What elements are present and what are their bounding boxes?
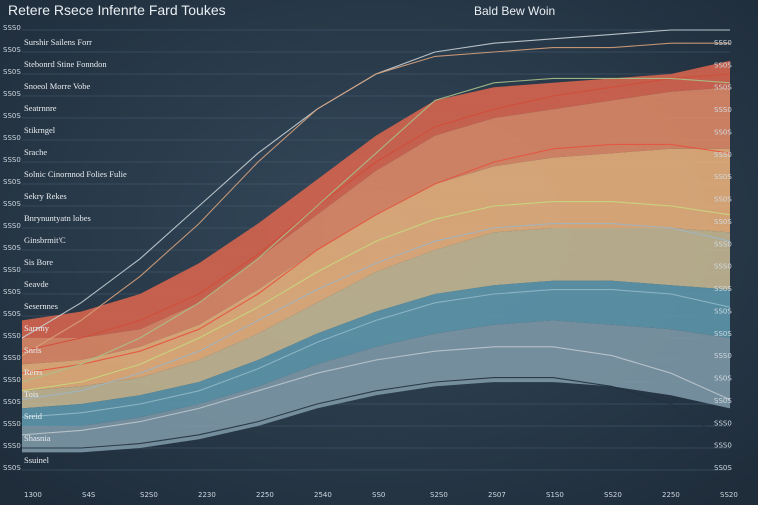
area-band-5	[22, 320, 730, 453]
y-tick-label-left: SS0S	[3, 244, 21, 252]
series-label: Ginsbrmit'C	[24, 235, 66, 245]
y-tick-label-left: SSS0	[3, 24, 21, 32]
y-tick-label-right: SSS0	[714, 419, 732, 427]
area-band-3	[22, 228, 730, 409]
y-tick-label-right: SS0S	[714, 285, 732, 293]
x-tick-label: 2230	[198, 491, 216, 499]
y-tick-label-right: SSS0	[714, 106, 732, 114]
y-tick-label-right: SSS0	[714, 151, 732, 159]
y-tick-label-left: SSS0	[3, 222, 21, 230]
series-line-4	[21, 77, 731, 383]
area-band-4	[22, 280, 730, 426]
area-band-1	[22, 87, 730, 365]
series-lines	[21, 29, 731, 449]
series-label: Bnrynuntyatn lobes	[24, 213, 91, 223]
y-tick-label-right: SS0S	[714, 173, 732, 181]
x-tick-label: S2S0	[140, 491, 158, 499]
y-tick-label-left: SS0S	[3, 200, 21, 208]
y-tick-label-left: SSS0	[3, 134, 21, 142]
x-tick-label: 2540	[314, 491, 332, 499]
y-tick-label-left: SS0S	[3, 68, 21, 76]
y-tick-label-right: SS0S	[714, 218, 732, 226]
series-line-6	[21, 201, 731, 392]
y-tick-label-right: SS0S	[714, 330, 732, 338]
series-label: Sis Bore	[24, 257, 53, 267]
y-tick-label-left: SSS0	[3, 420, 21, 428]
series-label: Surshir Sailens Forr	[24, 37, 92, 47]
y-tick-label-left: SSS0	[3, 354, 21, 362]
y-tick-label-left: SSS0	[3, 442, 21, 450]
series-label: Sarrmy	[24, 323, 50, 333]
x-tick-label: SS0	[372, 491, 385, 499]
area-band-0	[22, 60, 730, 339]
series-line-5	[21, 223, 731, 401]
series-label: Sesernnes	[24, 301, 58, 311]
x-tick-label: 1300	[24, 491, 42, 499]
area-band-2	[22, 148, 730, 391]
y-tick-label-right: SS0S	[714, 84, 732, 92]
y-tick-label-right: SSS0	[714, 240, 732, 248]
y-tick-label-right: SS0S	[714, 375, 732, 383]
x-tick-label: 2S07	[488, 491, 506, 499]
chart-subtitle: Bald Bew Woin	[474, 4, 555, 18]
series-label: Rerrs	[24, 367, 42, 377]
y-tick-label-left: SS0S	[3, 112, 21, 120]
y-tick-label-left: SS0S	[3, 46, 21, 54]
y-tick-label-right: SSS0	[714, 39, 732, 47]
y-tick-label-left: SSS0	[3, 376, 21, 384]
y-tick-label-right: SSS0	[714, 442, 732, 450]
y-tick-label-right: SSS0	[714, 263, 732, 271]
y-tick-label-left: SS0S	[3, 398, 21, 406]
series-label: Sekry Rekes	[24, 191, 67, 201]
y-tick-label-left: SS0S	[3, 288, 21, 296]
y-tick-label-right: SS0S	[714, 128, 732, 136]
chart-title: Retere Rsece Infenrte Fard Toukes	[8, 2, 226, 18]
y-tick-label-left: SSS0	[3, 156, 21, 164]
x-tick-label: S4S	[82, 491, 96, 499]
series-label: Srache	[24, 147, 47, 157]
series-label: Tois	[24, 389, 39, 399]
series-labels: Surshir Sailens Forr Stebonrd Stine Fonnd…	[24, 37, 127, 465]
y-tick-label-right: SS0S	[714, 61, 732, 69]
x-tick-label: S2S0	[430, 491, 448, 499]
x-tick-label: S1S0	[546, 491, 564, 499]
series-label: Snoeol Morre Vobe	[24, 81, 90, 91]
series-label: Stebonrd Stine Fonndon	[24, 59, 107, 69]
series-line-9	[22, 377, 731, 449]
y-tick-label-left: SS0S	[3, 90, 21, 98]
y-tick-label-left: SS0S	[3, 310, 21, 318]
series-line-2	[21, 143, 731, 374]
series-label: Seatrnnre	[24, 103, 57, 113]
y-tick-label-right: SS0S	[714, 307, 732, 315]
y-tick-label-left: SS0S	[3, 464, 21, 472]
series-label: Snrls	[24, 345, 41, 355]
axis-ticks: SSS0 SS0S SS0S SS0S SS0S SSS0 SSS0 SS0S SS0S SSS0…	[3, 24, 738, 499]
y-tick-label-right: SSS0	[714, 352, 732, 360]
series-line-3	[21, 73, 731, 352]
series-line-8	[21, 289, 731, 418]
area-bands	[22, 60, 730, 453]
x-tick-label: SS20	[720, 491, 738, 499]
series-line-7	[21, 346, 731, 436]
x-tick-label: 2250	[256, 491, 274, 499]
series-label: Sreid	[24, 411, 43, 421]
series-line-1	[21, 42, 730, 357]
y-tick-label-right: SS0S	[714, 464, 732, 472]
series-label: Solnic Cinornnod Folies Fulie	[24, 169, 127, 179]
y-tick-label-right: SS0S	[714, 196, 732, 204]
y-tick-label-right: SS0S	[714, 397, 732, 405]
series-label: Seavde	[24, 279, 49, 289]
x-tick-label: SS20	[604, 491, 622, 499]
series-label: Ssuinel	[24, 455, 50, 465]
y-tick-label-left: SSS0	[3, 266, 21, 274]
series-label: Shasnia	[24, 433, 51, 443]
x-tick-label: 2250	[662, 491, 680, 499]
series-label: Stikrngel	[24, 125, 56, 135]
y-tick-label-left: SSS0	[3, 332, 21, 340]
y-tick-label-left: SS0S	[3, 178, 21, 186]
